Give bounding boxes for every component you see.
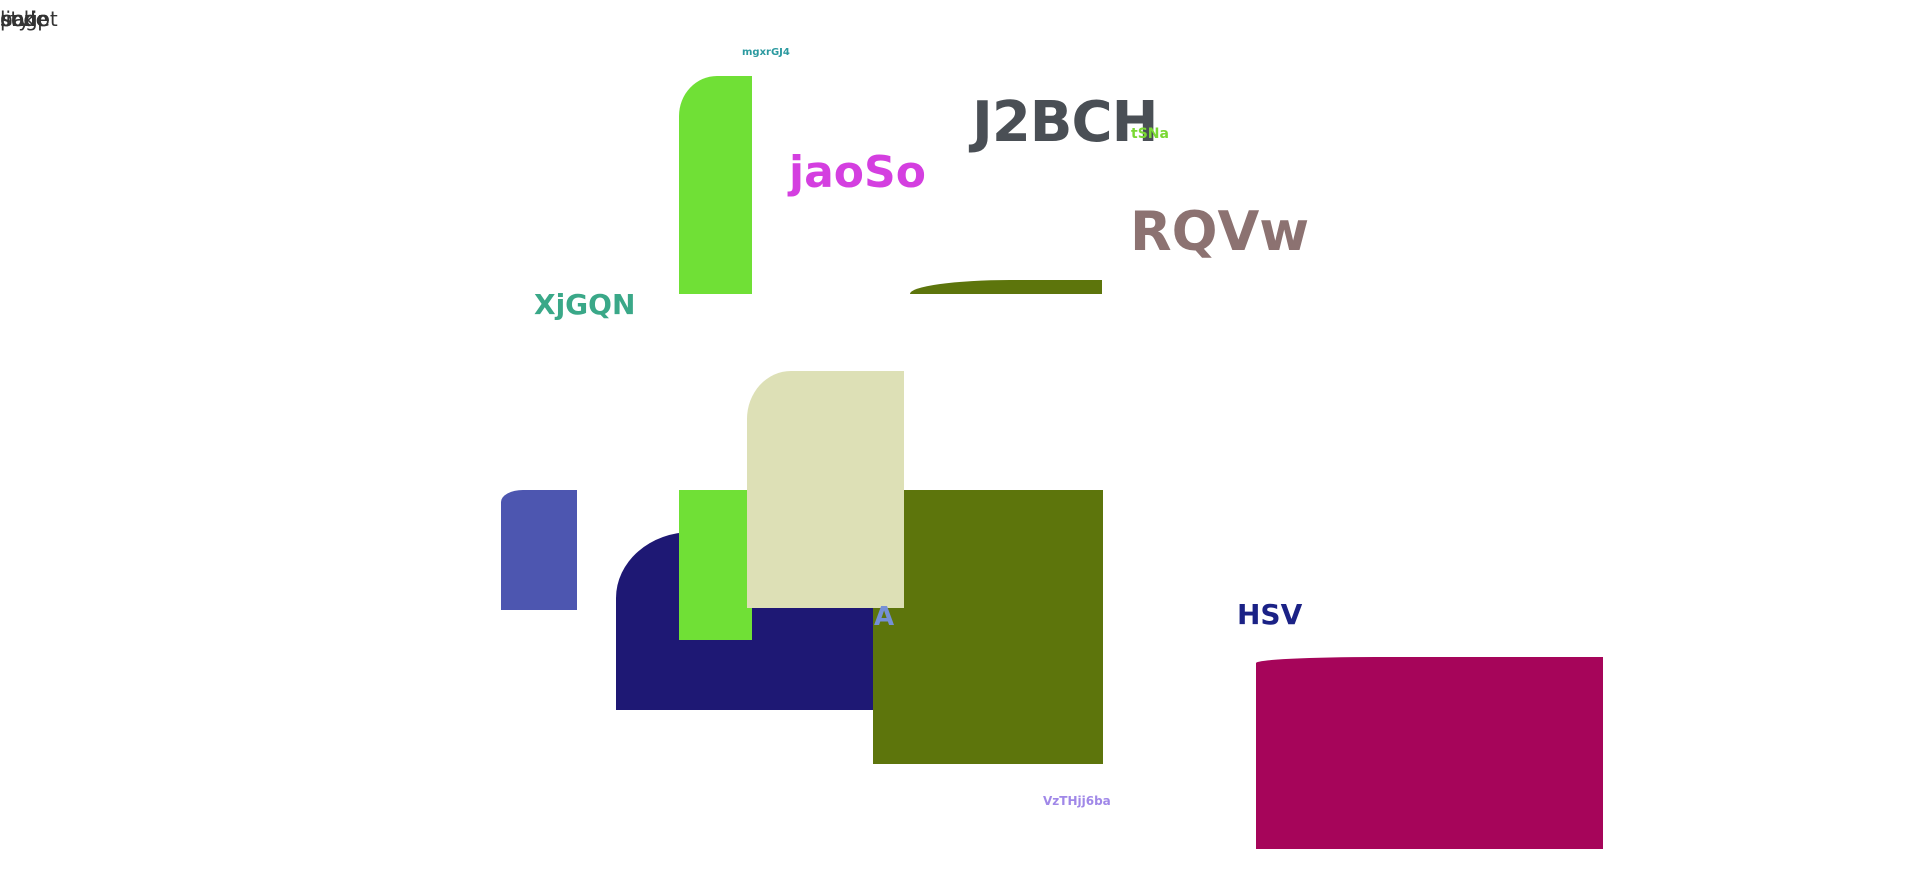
label-vzthjj6ba: VzTHjj6ba — [1043, 794, 1111, 808]
corner-text-1: link — [0, 7, 36, 31]
green-bar-top — [679, 76, 752, 294]
label-j2bch: J2BCH — [972, 90, 1158, 155]
label-jaoso: jaoSo — [789, 147, 926, 198]
periwinkle-block — [501, 490, 577, 610]
corner-text-5: script — [2, 7, 58, 31]
label-hsv: HSV — [1237, 598, 1303, 631]
green-bar-bottom — [679, 490, 752, 640]
beige-panel — [747, 371, 904, 608]
label-tsna: tSNa — [1131, 126, 1169, 142]
corner-text-2: page — [0, 7, 50, 31]
corner-text-stack: link page code style script — [0, 7, 110, 31]
corner-text-3: code — [0, 7, 49, 31]
label-a: A — [874, 602, 895, 632]
magenta-block — [1256, 657, 1603, 849]
label-rqvw: RQVw — [1130, 200, 1310, 263]
corner-text-4: style — [0, 7, 48, 31]
label-mgxrgj4: mgxrGJ4 — [742, 47, 790, 58]
label-xjgqn: XjGQN — [534, 288, 636, 321]
olive-band-top — [910, 280, 1102, 294]
olive-block — [873, 490, 1103, 764]
